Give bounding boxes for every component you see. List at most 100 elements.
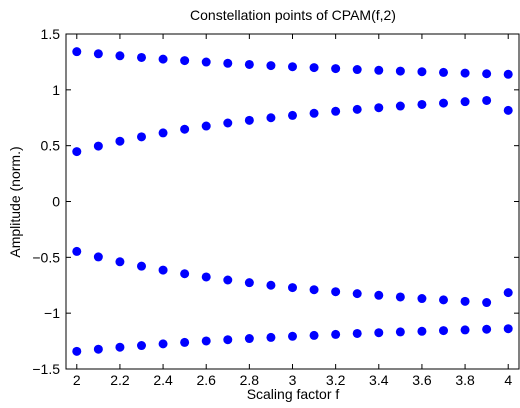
data-point bbox=[352, 328, 362, 338]
data-point bbox=[395, 101, 405, 111]
data-point bbox=[266, 280, 276, 290]
data-point bbox=[201, 121, 211, 131]
data-point bbox=[331, 64, 341, 74]
data-point bbox=[503, 288, 513, 298]
data-point bbox=[201, 336, 211, 346]
data-point bbox=[115, 136, 125, 146]
data-point bbox=[439, 295, 448, 305]
data-point bbox=[244, 278, 254, 288]
data-point bbox=[266, 61, 276, 71]
data-point bbox=[158, 265, 168, 275]
plot-area: 2 2.2 2.4 2.6 2.8 3 3.2 3.4 3.6 3.8 4 −1.5 −1 −0.5 0 0… bbox=[32, 26, 520, 388]
data-point bbox=[93, 141, 103, 151]
data-point bbox=[352, 289, 362, 299]
data-point bbox=[244, 334, 254, 344]
data-point bbox=[93, 49, 103, 59]
x-axis-label: Scaling factor f bbox=[247, 386, 340, 402]
data-point bbox=[137, 132, 146, 142]
data-point bbox=[482, 69, 492, 79]
data-point bbox=[288, 110, 297, 120]
plot-frame bbox=[65, 33, 520, 370]
data-point bbox=[223, 275, 233, 285]
data-point bbox=[288, 62, 297, 72]
data-point bbox=[93, 252, 103, 262]
data-point bbox=[374, 328, 384, 338]
data-point bbox=[460, 97, 470, 107]
x-tick-label: 3 bbox=[289, 372, 297, 388]
data-point bbox=[72, 47, 82, 57]
data-point bbox=[331, 329, 341, 339]
data-point bbox=[137, 341, 146, 351]
data-point bbox=[244, 59, 254, 69]
x-tick-label: 3.4 bbox=[369, 372, 389, 388]
data-point bbox=[395, 292, 405, 302]
data-point bbox=[180, 269, 190, 279]
data-point bbox=[180, 337, 190, 347]
y-tick-label: 0 bbox=[52, 194, 60, 210]
data-point bbox=[331, 106, 341, 116]
data-point bbox=[331, 287, 341, 297]
x-tick-label: 2.8 bbox=[240, 372, 260, 388]
y-tick-label: −0.5 bbox=[32, 249, 60, 265]
data-point bbox=[266, 332, 276, 342]
x-axis-ticks: 2 2.2 2.4 2.6 2.8 3 3.2 3.4 3.6 3.8 4 bbox=[73, 34, 512, 388]
data-point bbox=[374, 103, 384, 113]
x-tick-label: 4 bbox=[504, 372, 512, 388]
data-point bbox=[309, 285, 319, 295]
data-point bbox=[352, 65, 362, 75]
data-point bbox=[417, 294, 427, 304]
data-point bbox=[460, 296, 470, 306]
data-point bbox=[460, 325, 470, 335]
data-point bbox=[137, 52, 146, 62]
data-point bbox=[158, 128, 168, 138]
data-point bbox=[439, 98, 448, 108]
data-point bbox=[395, 327, 405, 337]
y-tick-label: 0.5 bbox=[41, 138, 61, 154]
data-point bbox=[158, 54, 168, 64]
data-point bbox=[460, 68, 470, 78]
data-point bbox=[309, 63, 319, 73]
data-point bbox=[439, 326, 448, 336]
data-point bbox=[115, 257, 125, 267]
data-point bbox=[72, 246, 82, 256]
data-point bbox=[482, 324, 492, 334]
data-point bbox=[244, 115, 254, 125]
x-tick-label: 3.6 bbox=[412, 372, 432, 388]
x-tick-label: 3.2 bbox=[326, 372, 346, 388]
data-point bbox=[482, 95, 492, 105]
data-point bbox=[158, 339, 168, 349]
y-tick-label: 1 bbox=[52, 82, 60, 98]
data-point bbox=[180, 56, 190, 66]
data-point bbox=[266, 113, 276, 123]
data-point bbox=[352, 104, 362, 114]
x-tick-label: 3.8 bbox=[455, 372, 475, 388]
data-point bbox=[115, 51, 125, 61]
y-tick-label: −1 bbox=[44, 305, 60, 321]
data-point bbox=[223, 118, 233, 128]
data-point bbox=[223, 335, 233, 345]
y-axis-label: Amplitude (norm.) bbox=[7, 146, 23, 257]
x-tick-label: 2.2 bbox=[110, 372, 130, 388]
y-tick-label: −1.5 bbox=[32, 361, 60, 377]
data-point bbox=[417, 67, 427, 77]
data-point bbox=[201, 57, 211, 67]
y-tick-label: 1.5 bbox=[41, 26, 61, 42]
data-point bbox=[115, 342, 125, 352]
data-point bbox=[288, 331, 297, 341]
data-point bbox=[288, 283, 297, 293]
x-tick-label: 2.6 bbox=[196, 372, 216, 388]
data-point bbox=[72, 346, 82, 356]
data-point bbox=[309, 108, 319, 118]
data-point bbox=[417, 99, 427, 109]
x-tick-label: 2 bbox=[73, 372, 81, 388]
data-point bbox=[417, 326, 427, 336]
data-point bbox=[395, 66, 405, 76]
chart-title: Constellation points of CPAM(f,2) bbox=[190, 7, 396, 23]
data-point bbox=[503, 105, 513, 115]
y-axis-ticks: −1.5 −1 −0.5 0 0.5 1 1.5 bbox=[32, 26, 519, 377]
data-points bbox=[72, 47, 513, 356]
data-point bbox=[439, 67, 448, 77]
data-point bbox=[180, 124, 190, 134]
data-point bbox=[309, 330, 319, 340]
data-point bbox=[137, 261, 146, 271]
